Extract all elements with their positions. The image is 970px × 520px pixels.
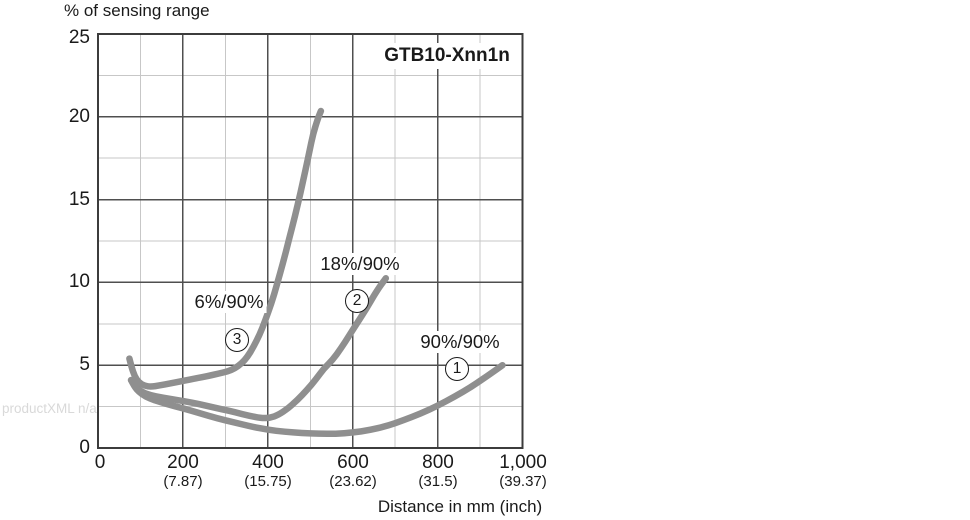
x-tick-mm: 800: [422, 452, 454, 473]
x-tick-400: 400 (15.75): [220, 452, 316, 491]
y-tick-5: 5: [79, 354, 90, 375]
plot-border: [97, 33, 524, 449]
y-tick-25: 25: [68, 27, 90, 48]
x-tick-mm: 1,000: [499, 452, 547, 473]
watermark-text: productXML n/a: [2, 401, 97, 416]
x-axis-title: Distance in mm (inch): [377, 497, 543, 516]
curve-2: [127, 275, 390, 422]
curve-label-90-90: 90%/90%: [417, 331, 503, 353]
y-tick-15: 15: [68, 189, 90, 210]
curve-marker-2: 2: [345, 289, 369, 313]
curve-label-18-90: 18%/90%: [317, 253, 403, 275]
chart-title: GTB10-Xnn1n: [375, 43, 519, 69]
x-tick-mm: 200: [167, 452, 199, 473]
x-tick-inch: (23.62): [329, 473, 377, 490]
x-tick-mm: 0: [94, 452, 106, 473]
x-tick-inch: (31.5): [418, 473, 458, 490]
x-tick-800: 800 (31.5): [390, 452, 486, 491]
y-tick-0: 0: [79, 437, 90, 458]
y-tick-20: 20: [68, 106, 90, 127]
x-tick-mm: 600: [337, 452, 369, 473]
curve-label-6-90: 6%/90%: [191, 291, 267, 313]
x-tick-inch: (15.75): [244, 473, 292, 490]
y-axis-title: % of sensing range: [64, 1, 210, 20]
curve-3: [126, 107, 325, 390]
curve-marker-3: 3: [225, 328, 249, 352]
x-tick-600: 600 (23.62): [305, 452, 401, 491]
x-tick-inch: (7.87): [163, 473, 203, 490]
x-tick-1000: 1,000 (39.37): [475, 452, 571, 491]
curve-1: [127, 361, 506, 438]
x-tick-mm: 400: [252, 452, 284, 473]
y-tick-10: 10: [68, 271, 90, 292]
x-tick-200: 200 (7.87): [135, 452, 231, 491]
curve-marker-1: 1: [445, 357, 469, 381]
x-tick-0: 0: [52, 452, 148, 473]
x-tick-inch: (39.37): [499, 473, 547, 490]
